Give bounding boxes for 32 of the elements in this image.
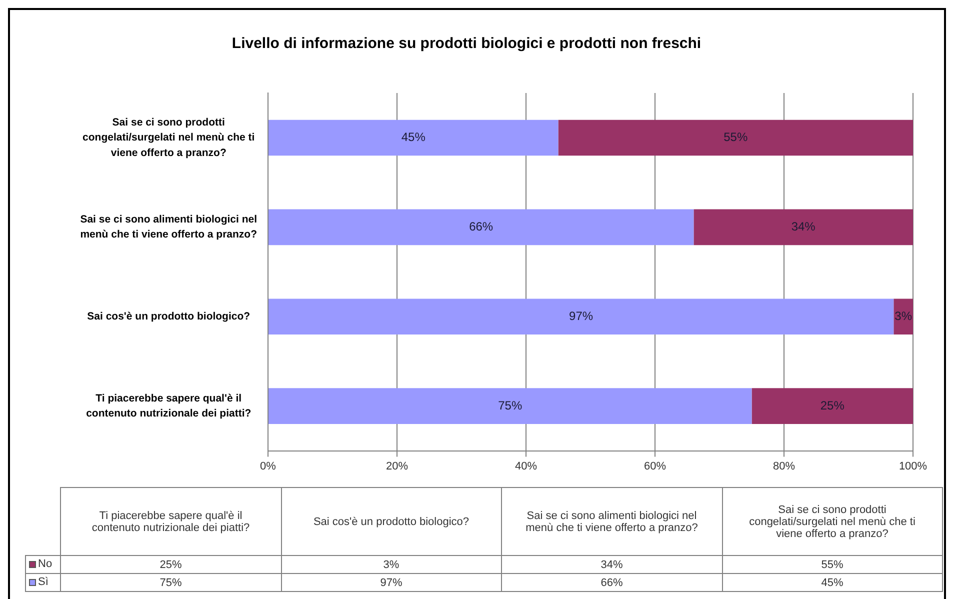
category-label: Sai cos'è un prodotto biologico? bbox=[313, 516, 470, 528]
text: 55% bbox=[821, 558, 844, 570]
text: 45% bbox=[821, 576, 844, 588]
legend-label: Sì bbox=[38, 576, 48, 588]
data-label: 97% bbox=[569, 308, 594, 323]
x-tick-label: 0% bbox=[260, 460, 276, 472]
text: 25% bbox=[160, 558, 182, 570]
text: 75% bbox=[160, 576, 182, 588]
y-tick-label: Sai cos'è un prodotto biologico? bbox=[87, 310, 250, 323]
legend-label: No bbox=[38, 558, 52, 570]
x-tick-label: 20% bbox=[386, 460, 408, 472]
text: 34% bbox=[600, 558, 623, 570]
x-tick-label: 100% bbox=[898, 460, 928, 472]
text: 3% bbox=[383, 558, 400, 570]
x-tick-label: 60% bbox=[644, 460, 666, 472]
y-tick-label: Sai se ci sono alimenti biologici nel menù che ti viene offerto a pranzo? bbox=[80, 213, 258, 241]
data-label: 55% bbox=[724, 130, 748, 144]
category-label: Sai se ci sono prodotti congelati/surgelati nel menù che ti viene offerto a pranzo? bbox=[749, 504, 916, 540]
data-label: 34% bbox=[791, 219, 816, 234]
data-label: 45% bbox=[401, 130, 426, 144]
data-label: 66% bbox=[469, 219, 494, 234]
chart-title: Livello di informazione su prodotti biologici e prodotti non freschi bbox=[232, 35, 702, 52]
text: 66% bbox=[600, 576, 623, 588]
y-tick-label: Sai se ci sono prodotti congelati/surgelati nel menù che ti viene offerto a pranzo? bbox=[82, 116, 255, 159]
data-label: 3% bbox=[894, 308, 912, 323]
x-tick-label: 40% bbox=[514, 460, 538, 472]
data-label: 75% bbox=[498, 398, 522, 412]
y-tick-label: Ti piacerebbe sapere qual'è il contenuto nutrizionale dei piatti? bbox=[86, 392, 252, 420]
data-label: 25% bbox=[820, 398, 845, 412]
text: 97% bbox=[380, 576, 402, 588]
x-tick-label: 80% bbox=[772, 460, 796, 472]
category-label: Sai se ci sono alimenti biologici nel menù che ti viene offerto a pranzo? bbox=[526, 510, 698, 534]
